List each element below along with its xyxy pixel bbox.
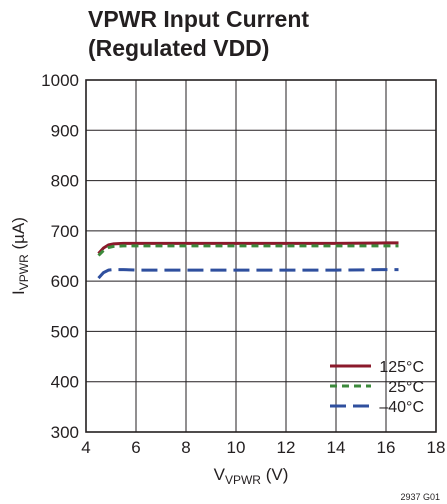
grid <box>86 80 436 432</box>
legend-label-2: –40°C <box>379 399 424 416</box>
x-tick-label: 16 <box>377 438 396 457</box>
x-axis-label: VVPWR (V) <box>214 465 289 487</box>
x-tick-label: 6 <box>131 438 140 457</box>
y-tick-label: 400 <box>51 373 79 392</box>
y-axis-label: IVPWR (µA) <box>9 217 31 295</box>
plot-frame <box>85 79 437 433</box>
series-line-2 <box>97 268 399 280</box>
y-tick-labels: 300 400 500 600 700 800 900 1000 <box>41 71 79 442</box>
legend-label-0: 125°C <box>379 359 424 376</box>
series-line-0 <box>97 241 399 255</box>
series-lines <box>97 241 399 280</box>
y-axis-label-unit: (µA) <box>9 217 28 254</box>
x-tick-label: 10 <box>227 438 246 457</box>
x-axis-label-sub: VPWR <box>225 473 261 487</box>
y-axis-label-main: I <box>9 290 28 295</box>
y-tick-label: 700 <box>51 222 79 241</box>
x-tick-label: 8 <box>181 438 190 457</box>
x-tick-label: 12 <box>277 438 296 457</box>
x-tick-labels: 4 6 8 10 12 14 16 18 <box>81 438 445 457</box>
chart-title-line-1: VPWR Input Current <box>88 6 309 32</box>
x-tick-label: 14 <box>327 438 346 457</box>
y-tick-label: 600 <box>51 272 79 291</box>
y-tick-label: 1000 <box>41 71 79 90</box>
legend-label-1: 25°C <box>388 379 424 396</box>
y-tick-label: 300 <box>51 423 79 442</box>
chart-title-line-2: (Regulated VDD) <box>88 35 269 61</box>
y-tick-label: 800 <box>51 172 79 191</box>
series-line-1 <box>97 244 399 257</box>
figure-id: 2937 G01 <box>400 492 440 502</box>
y-tick-label: 500 <box>51 322 79 341</box>
x-axis-label-main: V <box>214 465 226 484</box>
x-axis-label-unit: (V) <box>261 465 288 484</box>
legend: 125°C 25°C –40°C <box>330 359 424 416</box>
y-tick-label: 900 <box>51 121 79 140</box>
x-tick-label: 18 <box>427 438 446 457</box>
x-tick-label: 4 <box>81 438 90 457</box>
y-axis-label-sub: VPWR <box>17 254 31 290</box>
